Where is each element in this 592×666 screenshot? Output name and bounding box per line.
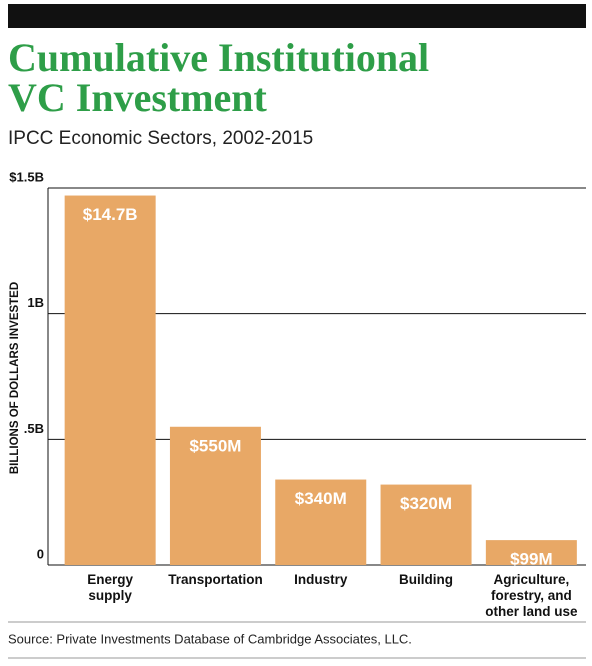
source: Source: Private Investments Database of …	[8, 631, 412, 646]
x-tick-label: Transportation	[168, 572, 263, 587]
chart-subtitle: IPCC Economic Sectors, 2002-2015	[8, 128, 313, 149]
x-tick-label: Building	[399, 572, 453, 587]
bar	[64, 195, 156, 566]
value-label: $99M	[510, 550, 553, 569]
bar	[169, 426, 261, 565]
header-bar	[8, 4, 586, 28]
value-label: $340M	[295, 489, 347, 508]
y-tick-label: 1B	[27, 295, 44, 310]
chart-title: Cumulative Institutional	[8, 35, 429, 80]
x-tick-label: Agriculture, forestry, and other land use	[485, 572, 578, 619]
bar	[275, 479, 367, 565]
value-label: $550M	[189, 436, 241, 455]
bar	[485, 540, 577, 565]
x-tick-label: Industry	[294, 572, 348, 587]
y-tick-label: $1.5B	[9, 169, 44, 184]
y-tick-label: 0	[37, 546, 44, 561]
chart-title: VC Investment	[8, 75, 268, 120]
y-axis-label: BILLIONS OF DOLLARS INVESTED	[9, 282, 21, 474]
x-tick-label: Energy supply	[87, 572, 133, 603]
bar	[380, 484, 472, 565]
y-tick-label: .5B	[24, 421, 44, 436]
value-label: $14.7B	[83, 205, 138, 224]
value-label: $320M	[400, 494, 452, 513]
